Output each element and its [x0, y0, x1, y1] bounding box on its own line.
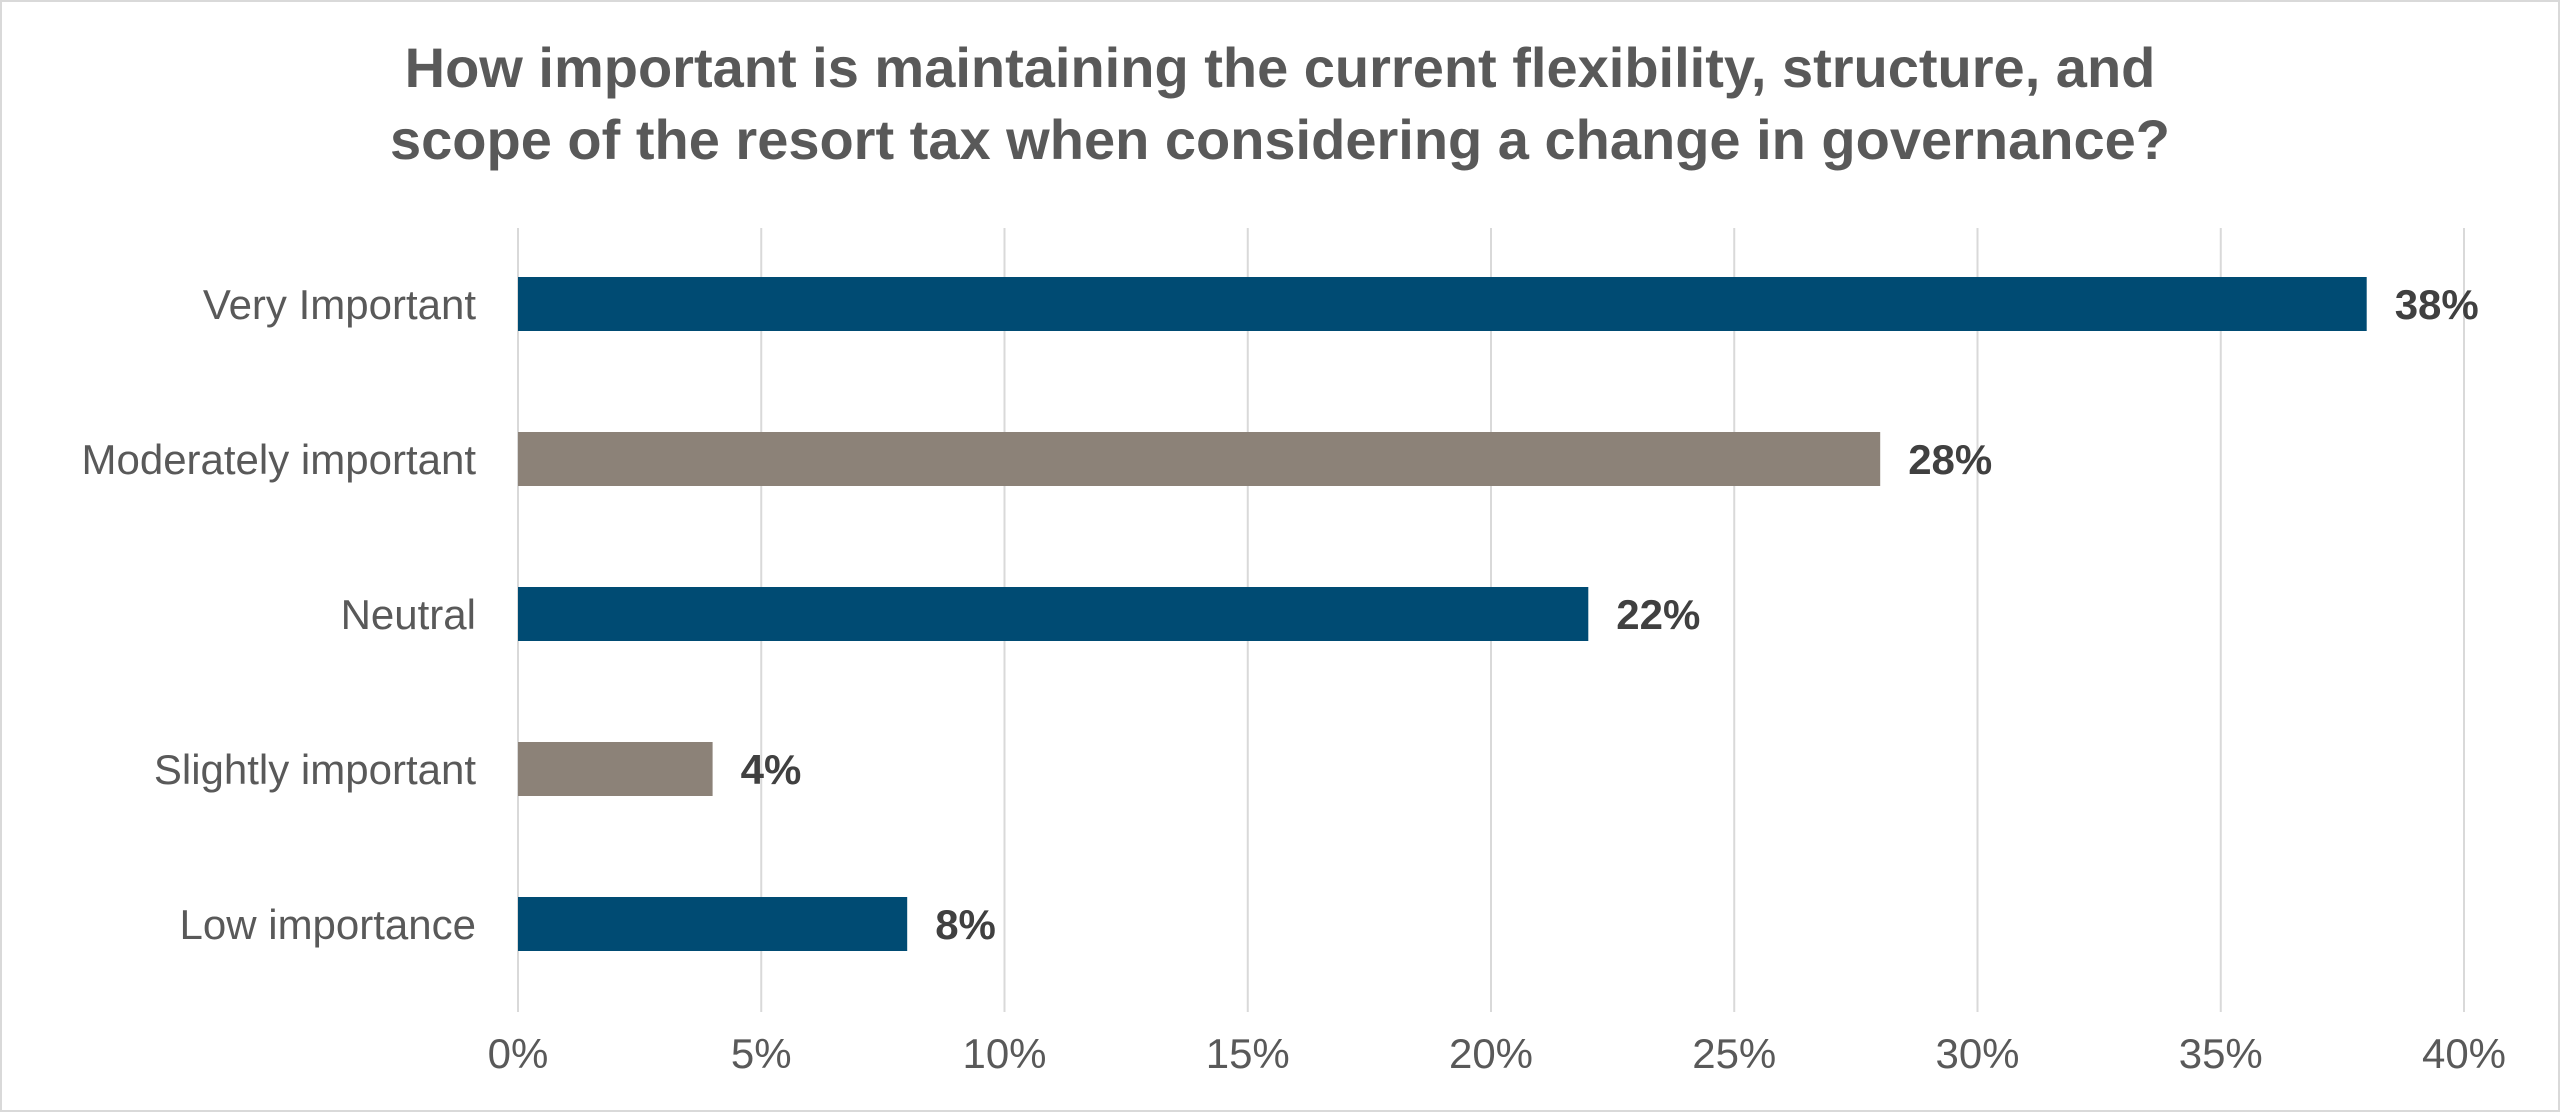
chart-title-line-1: How important is maintaining the current… — [404, 36, 2156, 99]
bar — [518, 897, 908, 951]
data-labels: 38% 28% 22% 4% 8% — [741, 281, 2479, 948]
category-label: Low importance — [180, 901, 476, 948]
data-label: 4% — [741, 746, 802, 793]
x-tick-label: 35% — [2179, 1030, 2263, 1077]
chart-title-line-2: scope of the resort tax when considering… — [390, 108, 2170, 171]
data-label: 28% — [1908, 436, 1992, 483]
category-label: Neutral — [341, 591, 476, 638]
x-tick-label: 10% — [962, 1030, 1046, 1077]
x-tick-label: 30% — [1935, 1030, 2019, 1077]
bar — [518, 277, 2367, 331]
x-tick-label: 15% — [1206, 1030, 1290, 1077]
category-label: Moderately important — [81, 436, 476, 483]
x-tick-label: 25% — [1692, 1030, 1776, 1077]
bar — [518, 587, 1589, 641]
chart-title: How important is maintaining the current… — [0, 32, 2560, 176]
category-label: Very Important — [203, 281, 476, 328]
category-label: Slightly important — [154, 746, 476, 793]
x-tick-label: 40% — [2422, 1030, 2506, 1077]
bar — [518, 742, 713, 796]
data-label: 38% — [2395, 281, 2479, 328]
bar — [518, 432, 1881, 486]
x-tick-label: 0% — [488, 1030, 549, 1077]
x-tick-label: 20% — [1449, 1030, 1533, 1077]
category-labels: Very Important Moderately important Neutra… — [81, 281, 476, 948]
x-axis-ticks: 0% 5% 10% 15% 20% 25% 30% 35% 40% — [488, 1030, 2506, 1077]
data-label: 22% — [1616, 591, 1700, 638]
x-tick-label: 5% — [731, 1030, 792, 1077]
bars — [518, 277, 2367, 951]
data-label: 8% — [935, 901, 996, 948]
